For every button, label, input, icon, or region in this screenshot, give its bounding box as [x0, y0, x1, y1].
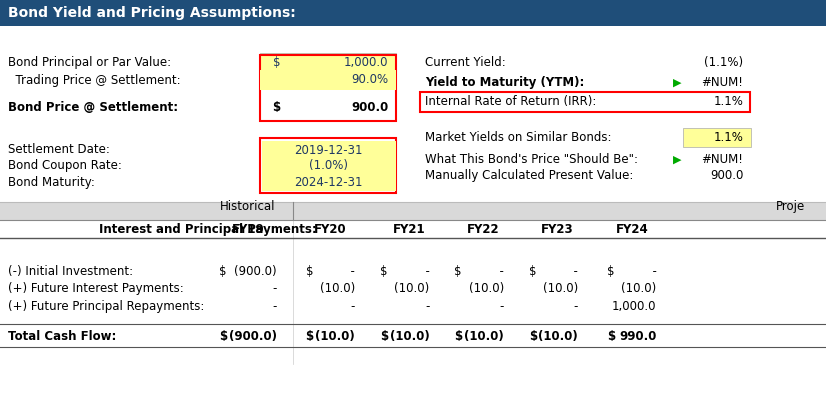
Text: -: - — [351, 300, 355, 313]
Text: $: $ — [380, 265, 387, 278]
Text: $: $ — [529, 330, 537, 343]
Text: $: $ — [607, 330, 615, 343]
Text: (+) Future Principal Repayments:: (+) Future Principal Repayments: — [8, 300, 205, 313]
Text: $: $ — [273, 56, 280, 69]
Text: -: - — [344, 265, 355, 278]
Text: 1,000.0: 1,000.0 — [612, 300, 657, 313]
Text: (10.0): (10.0) — [316, 330, 355, 343]
Text: 1,000.0: 1,000.0 — [344, 56, 388, 69]
Text: (900.0): (900.0) — [229, 330, 277, 343]
Text: Settlement Date:: Settlement Date: — [8, 143, 110, 156]
Text: $: $ — [306, 265, 313, 278]
FancyBboxPatch shape — [0, 0, 826, 26]
Text: Bond Maturity:: Bond Maturity: — [8, 176, 95, 189]
Text: ▶: ▶ — [673, 78, 681, 88]
Text: (+) Future Interest Payments:: (+) Future Interest Payments: — [8, 282, 184, 295]
Text: What This Bond's Price "Should Be":: What This Bond's Price "Should Be": — [425, 153, 638, 166]
Text: FY22: FY22 — [467, 223, 500, 236]
Text: Manually Calculated Present Value:: Manually Calculated Present Value: — [425, 169, 634, 182]
Text: $: $ — [607, 265, 615, 278]
Text: Proje: Proje — [776, 200, 805, 213]
Text: -: - — [273, 282, 277, 295]
Text: 2024-12-31: 2024-12-31 — [295, 176, 363, 189]
Text: FY20: FY20 — [314, 223, 347, 236]
FancyBboxPatch shape — [262, 141, 396, 160]
Text: -: - — [418, 265, 430, 278]
Text: $: $ — [454, 330, 463, 343]
Text: $: $ — [454, 265, 462, 278]
Text: -: - — [574, 300, 578, 313]
Text: (1.1%): (1.1%) — [705, 56, 743, 69]
Text: $: $ — [306, 330, 314, 343]
Text: Yield to Maturity (YTM):: Yield to Maturity (YTM): — [425, 76, 585, 89]
Text: (10.0): (10.0) — [621, 282, 657, 295]
Text: -: - — [645, 265, 657, 278]
Text: 900.0: 900.0 — [351, 101, 388, 114]
Text: (-) Initial Investment:: (-) Initial Investment: — [8, 265, 133, 278]
Text: 990.0: 990.0 — [620, 330, 657, 343]
Text: Historical: Historical — [220, 200, 276, 213]
Text: #NUM!: #NUM! — [701, 153, 743, 166]
Text: (10.0): (10.0) — [390, 330, 430, 343]
Text: FY23: FY23 — [541, 223, 574, 236]
Text: (1.0%): (1.0%) — [309, 159, 349, 172]
Text: -: - — [500, 300, 504, 313]
Text: 90.0%: 90.0% — [351, 74, 388, 86]
Text: Market Yields on Similar Bonds:: Market Yields on Similar Bonds: — [425, 131, 612, 144]
Text: $: $ — [380, 330, 388, 343]
Text: $: $ — [219, 330, 227, 343]
Text: Trading Price @ Settlement:: Trading Price @ Settlement: — [8, 74, 181, 87]
FancyBboxPatch shape — [262, 156, 396, 175]
Text: $: $ — [273, 101, 281, 114]
Text: 1.1%: 1.1% — [714, 131, 743, 144]
Text: $: $ — [529, 265, 536, 278]
Text: (900.0): (900.0) — [234, 265, 277, 278]
FancyBboxPatch shape — [260, 53, 396, 72]
Text: (10.0): (10.0) — [539, 330, 578, 343]
Text: (10.0): (10.0) — [320, 282, 355, 295]
FancyBboxPatch shape — [260, 70, 396, 90]
Text: -: - — [492, 265, 504, 278]
Text: #NUM!: #NUM! — [701, 76, 743, 89]
Text: ▶: ▶ — [673, 155, 681, 164]
Text: (10.0): (10.0) — [468, 282, 504, 295]
Text: Bond Yield and Pricing Assumptions:: Bond Yield and Pricing Assumptions: — [8, 6, 296, 20]
Text: Bond Coupon Rate:: Bond Coupon Rate: — [8, 159, 122, 172]
Text: 2019-12-31: 2019-12-31 — [295, 144, 363, 157]
FancyBboxPatch shape — [683, 128, 751, 147]
Text: -: - — [425, 300, 430, 313]
Text: Internal Rate of Return (IRR):: Internal Rate of Return (IRR): — [425, 95, 596, 108]
Text: -: - — [567, 265, 578, 278]
Text: Interest and Principal Payments:: Interest and Principal Payments: — [99, 223, 317, 236]
FancyBboxPatch shape — [0, 202, 826, 220]
Text: Current Yield:: Current Yield: — [425, 56, 506, 69]
Text: (10.0): (10.0) — [394, 282, 430, 295]
Text: Bond Price @ Settlement:: Bond Price @ Settlement: — [8, 101, 178, 114]
Text: Bond Principal or Par Value:: Bond Principal or Par Value: — [8, 56, 171, 69]
Text: Total Cash Flow:: Total Cash Flow: — [8, 330, 116, 343]
Text: 1.1%: 1.1% — [714, 95, 743, 108]
Text: 900.0: 900.0 — [710, 169, 743, 182]
Text: FY19: FY19 — [231, 223, 264, 236]
Text: (10.0): (10.0) — [464, 330, 504, 343]
Text: (10.0): (10.0) — [543, 282, 578, 295]
Text: FY21: FY21 — [392, 223, 425, 236]
Text: FY24: FY24 — [615, 223, 648, 236]
FancyBboxPatch shape — [262, 173, 396, 191]
Text: -: - — [273, 300, 277, 313]
Text: $: $ — [219, 265, 226, 278]
